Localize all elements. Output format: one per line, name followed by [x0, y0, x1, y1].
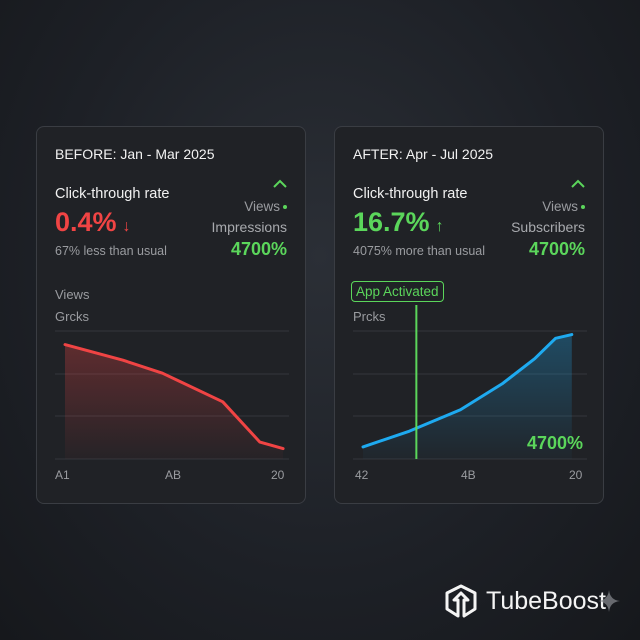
series-line [63, 343, 285, 451]
before-card: BEFORE: Jan - Mar 2025 Click-through rat… [36, 126, 306, 504]
x-tick: A1 [55, 468, 70, 482]
legend-views: Views [542, 199, 585, 214]
app-activated-annotation: App Activated [351, 281, 444, 302]
sparkle-icon [598, 590, 620, 612]
metric-value: 16.7% ↑ [353, 207, 444, 237]
legend-metric: Impressions [211, 219, 287, 235]
card-title: AFTER: Apr - Jul 2025 [353, 146, 494, 162]
before-chart [55, 330, 289, 460]
legend-pct: 4700% [528, 239, 585, 259]
after-chart [353, 305, 587, 460]
brand-logo: TubeBoost [444, 584, 606, 618]
metric-note: 4075% more than usual [353, 244, 486, 258]
chart-sublabel: Prcks [353, 309, 386, 324]
metric-label: Click-through rate [353, 186, 468, 202]
arrow-down-icon: ↓ [122, 218, 131, 235]
chart-sublabel: Grcks [55, 309, 89, 324]
chevron-up-icon[interactable] [571, 179, 585, 189]
chevron-up-icon[interactable] [273, 179, 287, 189]
legend-pct: 4700% [230, 239, 287, 259]
brand-name: TubeBoost [486, 586, 606, 615]
metric-label: Click-through rate [55, 186, 170, 202]
legend-metric: Subscribers [511, 219, 585, 235]
card-title: BEFORE: Jan - Mar 2025 [55, 146, 215, 162]
chart-area [363, 334, 572, 459]
arrow-up-icon: ↑ [435, 218, 444, 235]
chart-label: Views [55, 287, 90, 302]
metric-note: 67% less than usual [55, 244, 167, 258]
chart-pct: 4700% [526, 433, 583, 453]
chart-area [65, 344, 284, 459]
legend-views: Views [244, 199, 287, 214]
x-tick: 4B [461, 468, 476, 482]
x-tick: 20 [271, 468, 285, 482]
after-card: AFTER: Apr - Jul 2025 Click-through rate… [334, 126, 604, 504]
tubeboost-logo-icon [445, 584, 477, 618]
x-tick: 20 [569, 468, 583, 482]
x-tick: 42 [355, 468, 369, 482]
x-tick: AB [165, 468, 182, 482]
metric-value: 0.4% ↓ [55, 207, 131, 237]
